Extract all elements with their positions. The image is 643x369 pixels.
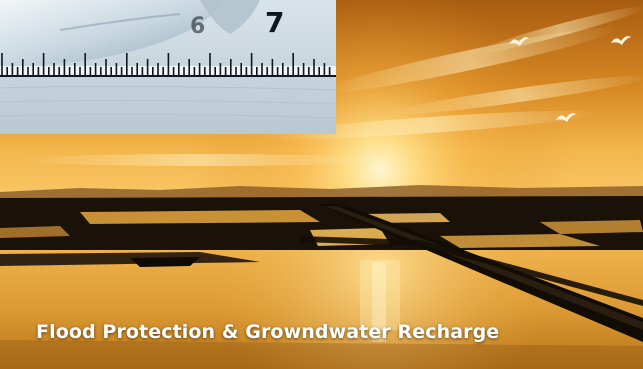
fish-on-ruler-photo bbox=[0, 0, 336, 134]
bird-icon bbox=[611, 36, 631, 45]
caption-title: Flood Protection & Growndwater Recharge bbox=[36, 321, 500, 343]
ruler-number-7: 7 bbox=[265, 6, 285, 39]
bird-icon bbox=[556, 113, 576, 122]
fish-ruler-inset: 6 7 bbox=[0, 0, 336, 134]
ruler-number-6: 6 bbox=[190, 14, 206, 39]
bird-icon bbox=[509, 37, 529, 46]
